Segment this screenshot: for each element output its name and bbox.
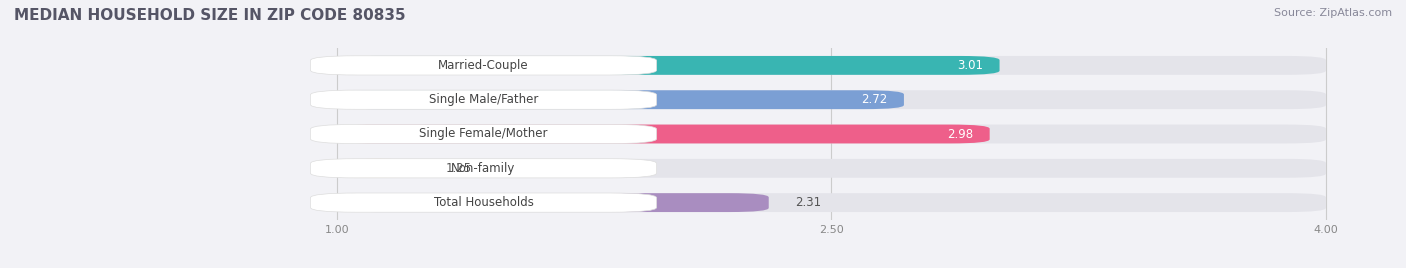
FancyBboxPatch shape	[337, 56, 1000, 75]
FancyBboxPatch shape	[337, 159, 1326, 178]
Text: Married-Couple: Married-Couple	[439, 59, 529, 72]
Text: Non-family: Non-family	[451, 162, 516, 175]
Text: MEDIAN HOUSEHOLD SIZE IN ZIP CODE 80835: MEDIAN HOUSEHOLD SIZE IN ZIP CODE 80835	[14, 8, 406, 23]
Text: 2.98: 2.98	[948, 128, 973, 140]
FancyBboxPatch shape	[337, 56, 1326, 75]
Text: 2.72: 2.72	[862, 93, 887, 106]
Text: 2.31: 2.31	[796, 196, 821, 209]
Text: 1.25: 1.25	[446, 162, 471, 175]
FancyBboxPatch shape	[311, 193, 657, 212]
Text: Source: ZipAtlas.com: Source: ZipAtlas.com	[1274, 8, 1392, 18]
FancyBboxPatch shape	[311, 90, 657, 109]
Text: Single Female/Mother: Single Female/Mother	[419, 128, 548, 140]
FancyBboxPatch shape	[337, 159, 419, 178]
FancyBboxPatch shape	[311, 56, 657, 75]
Text: 3.01: 3.01	[957, 59, 983, 72]
FancyBboxPatch shape	[337, 90, 1326, 109]
Text: Single Male/Father: Single Male/Father	[429, 93, 538, 106]
FancyBboxPatch shape	[337, 90, 904, 109]
Text: Total Households: Total Households	[433, 196, 533, 209]
FancyBboxPatch shape	[337, 125, 990, 143]
FancyBboxPatch shape	[311, 159, 657, 178]
FancyBboxPatch shape	[337, 193, 769, 212]
FancyBboxPatch shape	[337, 125, 1326, 143]
FancyBboxPatch shape	[311, 124, 657, 144]
FancyBboxPatch shape	[337, 193, 1326, 212]
